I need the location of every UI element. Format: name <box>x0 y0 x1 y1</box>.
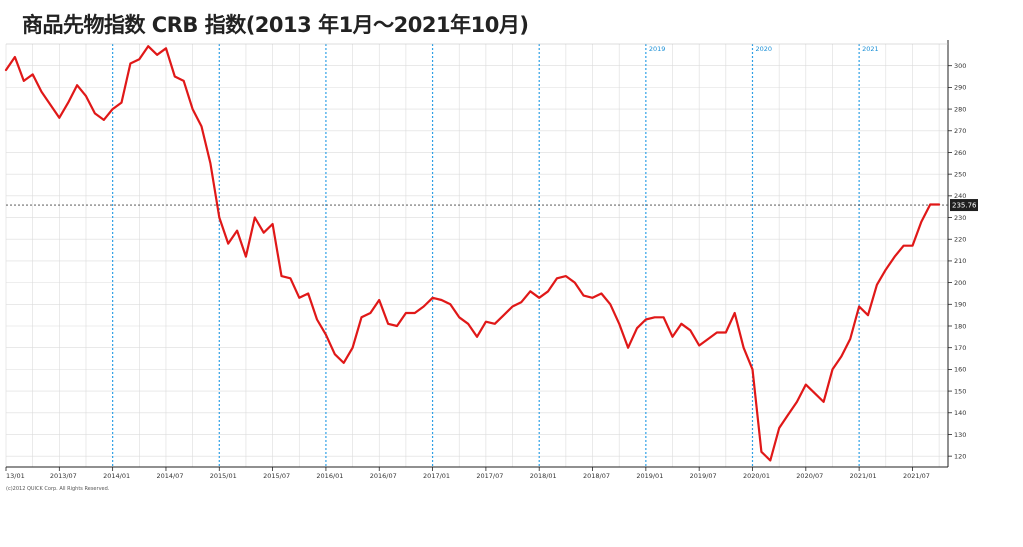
x-tick-label: 2015/01 <box>210 472 237 480</box>
x-tick-label: 2016/01 <box>316 472 343 480</box>
x-tick-label: 2014/07 <box>156 472 183 480</box>
last-value-marker: 235.76 <box>6 199 978 212</box>
series-group <box>4 45 941 462</box>
y-tick-label: 130 <box>954 431 966 439</box>
chart-title: 商品先物指数 CRB 指数(2013 年1月〜2021年10月) <box>22 13 529 37</box>
year-divider-lines <box>112 44 860 467</box>
x-tick-label: 2019/07 <box>690 472 717 480</box>
x-tick-label: 2014/01 <box>103 472 130 480</box>
y-tick-label: 280 <box>954 105 966 113</box>
year-label: 2020 <box>755 45 772 53</box>
x-axis-ticks: 13/01 2013/07 2014/01 2014/07 2015/01 2015/07… <box>5 467 930 480</box>
y-tick-label: 250 <box>954 170 966 178</box>
x-tick-label: 2015/07 <box>263 472 290 480</box>
year-label: 2019 <box>649 45 666 53</box>
plot-frame <box>6 40 949 468</box>
x-tick-label: 2017/07 <box>476 472 503 480</box>
y-tick-label: 210 <box>954 257 966 265</box>
x-tick-label: 2017/01 <box>423 472 450 480</box>
last-value-label: 235.76 <box>952 202 977 210</box>
y-tick-label: 190 <box>954 301 966 309</box>
x-tick-label: 2020/01 <box>743 472 770 480</box>
x-tick-label: 2013/07 <box>50 472 77 480</box>
y-tick-label: 170 <box>954 344 966 352</box>
last-value-badge <box>950 199 978 212</box>
y-tick-label: 300 <box>954 62 966 70</box>
y-tick-label: 160 <box>954 366 966 374</box>
y-tick-label: 270 <box>954 127 966 135</box>
y-tick-label: 220 <box>954 236 966 244</box>
y-axis-ticks: 120 130 140 150 160 170 180 190 200 210 220 230 240 2… <box>948 62 966 460</box>
y-tick-label: 120 <box>954 452 966 460</box>
vertical-gridlines <box>5 44 940 467</box>
y-tick-label: 260 <box>954 149 966 157</box>
crb-index-series-line <box>4 45 941 462</box>
x-tick-label: 2021/01 <box>850 472 877 480</box>
y-tick-label: 180 <box>954 322 966 330</box>
y-tick-label: 140 <box>954 409 966 417</box>
x-tick-label: 13/01 <box>6 472 25 480</box>
horizontal-gridlines <box>6 65 948 457</box>
x-tick-label: 2018/07 <box>583 472 610 480</box>
year-labels: 2019 2020 2021 <box>649 45 879 53</box>
y-tick-label: 230 <box>954 214 966 222</box>
x-tick-label: 2021/07 <box>903 472 930 480</box>
x-tick-label: 2016/07 <box>370 472 397 480</box>
y-tick-label: 150 <box>954 387 966 395</box>
x-tick-label: 2020/07 <box>796 472 823 480</box>
y-tick-label: 240 <box>954 192 966 200</box>
copyright-text: (c)2012 QUICK Corp. All Rights Reserved. <box>6 486 110 492</box>
y-tick-label: 200 <box>954 279 966 287</box>
x-tick-label: 2018/01 <box>530 472 557 480</box>
y-tick-label: 290 <box>954 84 966 92</box>
x-tick-label: 2019/01 <box>636 472 663 480</box>
year-label: 2021 <box>862 45 879 53</box>
